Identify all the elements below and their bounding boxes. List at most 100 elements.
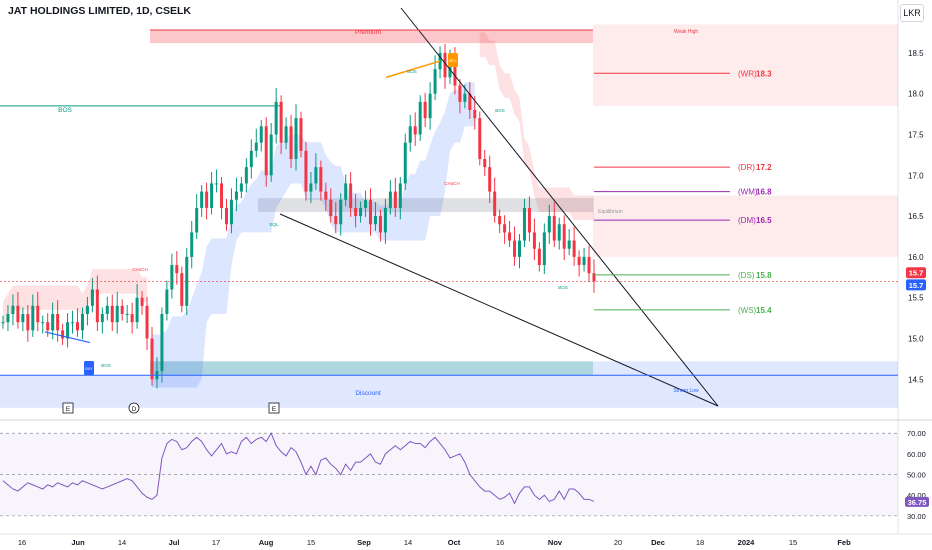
candle-body (324, 191, 328, 200)
candle-body (572, 240, 576, 257)
candle-body (359, 207, 363, 217)
zones-layer (0, 24, 898, 408)
candle-body (66, 322, 70, 339)
candle-body (180, 273, 184, 306)
time-axis-tick: 14 (404, 538, 412, 547)
price-axis-tick: 16.0 (908, 253, 924, 262)
time-axis-tick: 14 (118, 538, 126, 547)
time-axis-tick: 17 (212, 538, 220, 547)
candle-body (493, 191, 497, 217)
candle-body (473, 110, 477, 119)
axes-layer: 19.018.518.017.517.016.516.015.515.014.5… (18, 8, 926, 547)
candle-body (592, 273, 596, 282)
candle-body (418, 101, 422, 135)
candle-body (513, 240, 517, 257)
candle-body (190, 232, 194, 257)
price-axis-tick: 15.0 (908, 334, 924, 343)
candle-body (200, 191, 204, 208)
candle-body (11, 305, 15, 314)
candle-body (110, 305, 114, 323)
level-value: 15.8 (756, 271, 772, 280)
level-value: 15.4 (756, 306, 772, 315)
level-label: (WM) (738, 188, 758, 197)
event-marker: E (62, 402, 74, 414)
candle-body (349, 183, 353, 208)
candle-body (36, 305, 40, 323)
candle-body (378, 216, 382, 233)
candle-body (90, 289, 94, 306)
candle-body (95, 289, 99, 323)
level-value: 16.8 (756, 188, 772, 197)
candle-body (239, 183, 243, 192)
candle-body (488, 167, 492, 192)
candle-body (314, 167, 318, 184)
price-axis-tick: 16.5 (908, 212, 924, 221)
time-axis-tick: Jul (169, 538, 180, 547)
level-value: 18.3 (756, 69, 772, 78)
candle-body (537, 248, 541, 266)
bear-cloud-right (479, 32, 594, 221)
candle-body (160, 314, 164, 372)
candle-body (31, 305, 35, 331)
candle-body (577, 256, 581, 266)
candle-body (75, 322, 79, 331)
rsi-axis-tick: 40.00 (907, 491, 926, 500)
last-price-badge (906, 267, 926, 279)
time-axis-tick: Aug (259, 538, 274, 547)
candle-body (21, 314, 25, 323)
time-axis-tick: 15 (307, 538, 315, 547)
candle-body (478, 118, 482, 159)
event-marker-text: E (272, 406, 277, 413)
candle-body (393, 191, 397, 208)
candle-body (229, 199, 233, 225)
candle-body (532, 232, 536, 249)
candle-body (220, 183, 224, 208)
candle-body (105, 305, 109, 314)
candle-body (115, 305, 119, 323)
candle-body (289, 126, 293, 159)
last-close-text: 15.7 (909, 281, 924, 290)
candle-body (344, 183, 348, 200)
candle-body (100, 314, 104, 323)
price-axis-tick: 15.5 (908, 294, 924, 303)
candle-body (562, 224, 566, 249)
price-axis-tick: 14.5 (908, 375, 924, 384)
premium-zone-right (593, 24, 898, 106)
rsi-axis-tick: 70.00 (907, 429, 926, 438)
rsi-axis-tick: 30.00 (907, 512, 926, 521)
zone-label-discount: Discount (355, 390, 380, 397)
candle-body (185, 256, 189, 306)
candle-body (224, 207, 228, 225)
level-label: (DR) (738, 163, 755, 172)
time-axis-tick: 16 (496, 538, 504, 547)
structure-label: BOS (558, 285, 568, 290)
candle-body (259, 126, 263, 143)
candle-body (527, 207, 531, 233)
event-marker-text: D (132, 406, 137, 413)
rsi-last-badge (905, 496, 929, 507)
time-axis-tick: Nov (548, 538, 563, 547)
candle-body (175, 265, 179, 274)
candle-body (383, 207, 387, 233)
discount-box-ext (593, 361, 898, 376)
candle-body (125, 314, 129, 315)
candle-body (269, 134, 273, 176)
candle-body (61, 330, 65, 339)
candle-body (388, 191, 392, 208)
last-price-text: 15.7 (909, 269, 924, 278)
candle-body (373, 216, 377, 225)
discount-band (0, 375, 898, 408)
currency-button[interactable]: LKR (900, 4, 924, 22)
zone-label-strong-low: Strong Low (673, 388, 699, 394)
candle-body (145, 305, 149, 339)
candle-body (329, 199, 333, 217)
sell-signal-box (448, 53, 458, 67)
zone-label-premium: Premium (355, 29, 381, 36)
time-axis-tick: 16 (18, 538, 26, 547)
upper-zone-right (593, 195, 898, 257)
level-label: (DM) (738, 216, 756, 225)
candle-body (80, 314, 84, 331)
swing-line (385, 60, 441, 79)
time-axis-tick: Sep (357, 538, 371, 547)
